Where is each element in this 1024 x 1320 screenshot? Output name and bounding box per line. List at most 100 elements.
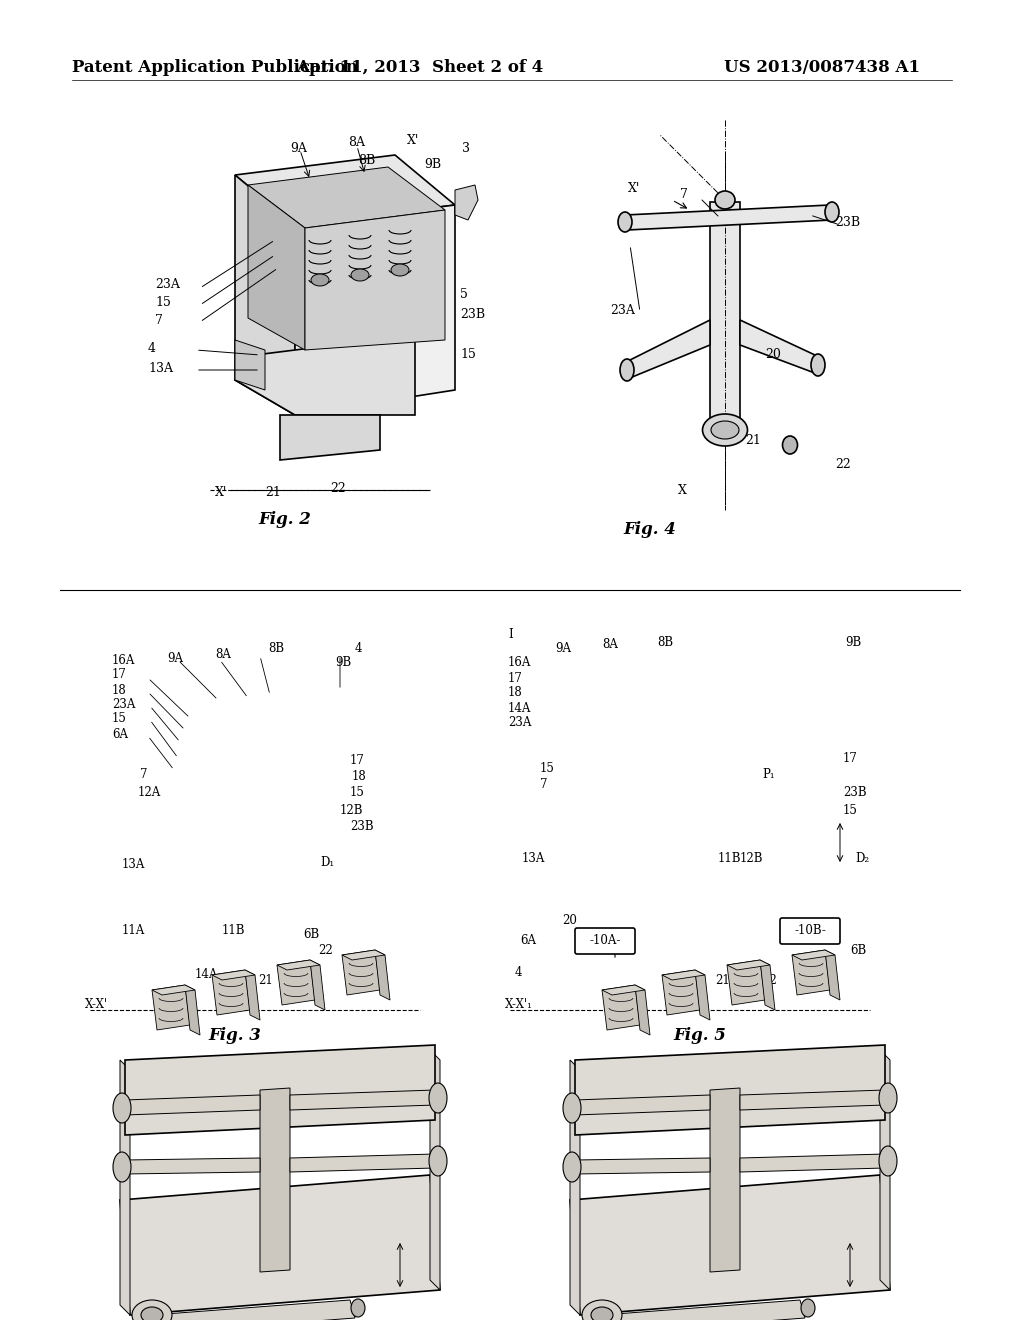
Text: 8B: 8B: [657, 635, 673, 648]
Polygon shape: [695, 970, 710, 1020]
Text: 23B: 23B: [835, 215, 860, 228]
Polygon shape: [430, 1049, 440, 1290]
Text: 21: 21: [745, 433, 761, 446]
Polygon shape: [310, 960, 325, 1010]
Text: 4: 4: [355, 642, 362, 655]
Text: 4: 4: [148, 342, 156, 355]
Polygon shape: [727, 960, 765, 1005]
Polygon shape: [740, 1090, 885, 1110]
Text: 7: 7: [155, 314, 163, 326]
Text: 8B: 8B: [268, 642, 284, 655]
Polygon shape: [120, 1060, 130, 1315]
Polygon shape: [278, 960, 319, 970]
Text: 11A: 11A: [122, 924, 145, 936]
Polygon shape: [760, 960, 775, 1010]
Polygon shape: [290, 1154, 435, 1172]
Ellipse shape: [715, 191, 735, 209]
Polygon shape: [662, 970, 700, 1015]
Polygon shape: [212, 970, 250, 1015]
Text: 13A: 13A: [148, 362, 173, 375]
Text: 23B: 23B: [843, 787, 866, 800]
Text: D₁: D₁: [319, 855, 334, 869]
Text: 17: 17: [350, 754, 365, 767]
Text: 15: 15: [350, 787, 365, 800]
Polygon shape: [234, 341, 265, 389]
Text: 16A: 16A: [112, 653, 135, 667]
Text: 23A: 23A: [155, 279, 180, 292]
Ellipse shape: [141, 1307, 163, 1320]
Text: 6B: 6B: [850, 944, 866, 957]
Polygon shape: [295, 205, 455, 414]
Text: 11B: 11B: [222, 924, 246, 936]
Ellipse shape: [113, 1093, 131, 1123]
Polygon shape: [375, 950, 390, 1001]
Text: 23A: 23A: [112, 697, 135, 710]
Polygon shape: [740, 1154, 885, 1172]
Ellipse shape: [113, 1152, 131, 1181]
Text: 8A: 8A: [215, 648, 230, 661]
Text: 21: 21: [265, 486, 281, 499]
Text: 20: 20: [765, 348, 781, 362]
Text: 23A: 23A: [508, 717, 531, 730]
Text: I: I: [508, 627, 513, 640]
Text: 14A: 14A: [508, 701, 531, 714]
Ellipse shape: [351, 1299, 365, 1317]
Text: 6A: 6A: [520, 933, 536, 946]
Polygon shape: [234, 154, 455, 224]
Text: 8A: 8A: [348, 136, 365, 149]
Text: 15: 15: [155, 296, 171, 309]
Polygon shape: [185, 985, 200, 1035]
Text: 21: 21: [715, 974, 730, 986]
Ellipse shape: [563, 1093, 581, 1123]
Text: Fig. 4: Fig. 4: [624, 521, 677, 539]
Text: 9B: 9B: [845, 635, 861, 648]
Text: 12B: 12B: [740, 851, 764, 865]
Text: 6A: 6A: [112, 727, 128, 741]
Polygon shape: [212, 970, 255, 979]
Text: 12B: 12B: [340, 804, 364, 817]
Text: X: X: [678, 483, 687, 496]
Ellipse shape: [620, 359, 634, 381]
Text: 12A: 12A: [138, 787, 161, 800]
Ellipse shape: [311, 275, 329, 286]
Text: 22: 22: [762, 974, 777, 986]
Polygon shape: [792, 950, 830, 995]
Polygon shape: [602, 1300, 805, 1320]
Text: 14A: 14A: [195, 969, 218, 982]
Text: 23B: 23B: [460, 309, 485, 322]
Polygon shape: [280, 414, 380, 459]
Polygon shape: [880, 1049, 890, 1290]
Text: 9B: 9B: [335, 656, 351, 668]
Text: X': X': [215, 486, 227, 499]
Text: 8B: 8B: [358, 153, 375, 166]
Ellipse shape: [811, 354, 825, 376]
Polygon shape: [152, 985, 195, 995]
Polygon shape: [125, 1096, 260, 1115]
Polygon shape: [260, 1088, 290, 1272]
Polygon shape: [792, 950, 835, 960]
Ellipse shape: [351, 269, 369, 281]
Text: US 2013/0087438 A1: US 2013/0087438 A1: [724, 59, 920, 77]
Polygon shape: [575, 1096, 710, 1115]
Polygon shape: [245, 970, 260, 1020]
Ellipse shape: [391, 264, 409, 276]
Polygon shape: [602, 985, 640, 1030]
Polygon shape: [570, 1175, 890, 1315]
Text: P₁: P₁: [762, 768, 774, 781]
Ellipse shape: [702, 414, 748, 446]
Polygon shape: [278, 960, 315, 1005]
Ellipse shape: [429, 1082, 447, 1113]
Polygon shape: [234, 176, 295, 414]
Text: 13A: 13A: [122, 858, 145, 871]
Text: 23A: 23A: [610, 304, 635, 317]
Polygon shape: [635, 985, 650, 1035]
Text: X': X': [628, 181, 640, 194]
Polygon shape: [125, 1045, 435, 1135]
Ellipse shape: [582, 1300, 622, 1320]
FancyBboxPatch shape: [575, 928, 635, 954]
Text: 3: 3: [462, 141, 470, 154]
Text: Fig. 3: Fig. 3: [209, 1027, 261, 1044]
Text: 18: 18: [112, 684, 127, 697]
Text: 23B: 23B: [350, 821, 374, 833]
Text: 22: 22: [835, 458, 851, 471]
